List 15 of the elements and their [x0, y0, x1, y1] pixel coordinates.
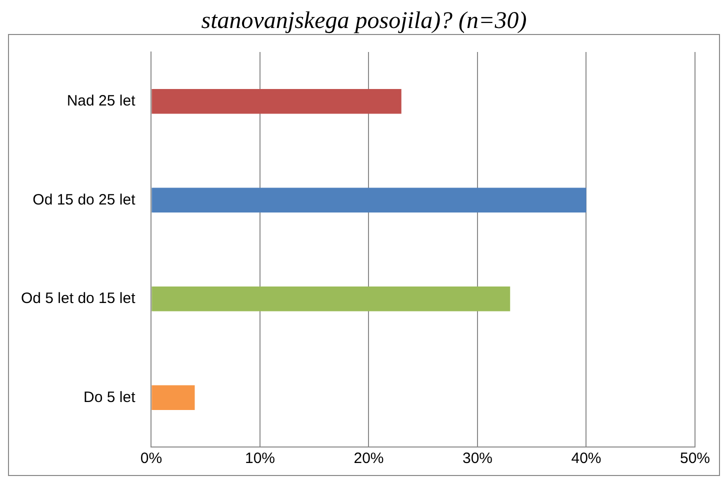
y-tick-label: Nad 25 let: [66, 92, 136, 110]
x-tick-label: 40%: [571, 450, 602, 468]
y-tick-label: Od 5 let do 15 let: [20, 290, 136, 308]
bar: [152, 188, 586, 212]
x-tick-label: 50%: [680, 450, 710, 468]
y-tick-label: Od 15 do 25 let: [32, 191, 136, 208]
bar: [152, 385, 195, 410]
bar: [152, 89, 402, 114]
x-tick-label: 20%: [354, 450, 384, 468]
y-tick-label: Do 5 let: [84, 388, 136, 406]
x-tick-label: 0%: [140, 450, 162, 468]
x-tick-label: 30%: [462, 450, 493, 468]
x-tick-label: 10%: [244, 450, 276, 468]
chart-title: stanovanjskega posojila)? (n=30): [200, 8, 528, 34]
bar: [152, 286, 510, 312]
